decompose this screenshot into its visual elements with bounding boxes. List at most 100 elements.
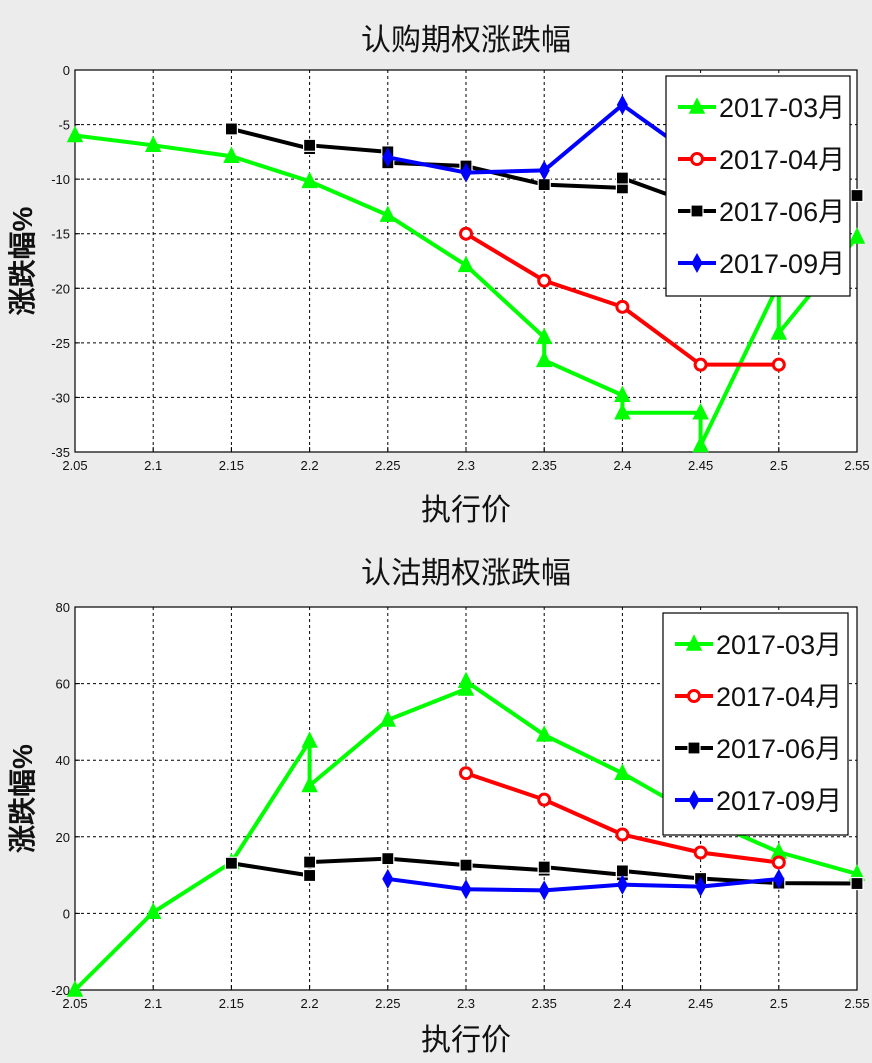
data-point: [615, 299, 630, 314]
data-point: [692, 403, 709, 420]
x-tick-label: 2.1: [144, 996, 162, 1011]
y-tick-label: 20: [56, 830, 70, 845]
x-tick-label: 2.1: [144, 458, 162, 473]
series-2017-03月: [66, 125, 866, 453]
data-point: [695, 876, 707, 897]
x-axis-label: 执行价: [421, 1024, 511, 1057]
x-tick-label: 2.4: [613, 458, 631, 473]
data-point: [66, 980, 84, 997]
y-tick-label: -20: [51, 983, 70, 998]
chart-title: 认沽期权涨跌幅: [361, 557, 571, 590]
y-tick-label: -35: [51, 445, 70, 460]
data-point: [537, 860, 551, 874]
axes-frame: [74, 606, 858, 991]
x-tick-label: 2.45: [688, 996, 713, 1011]
x-tick-label: 2.25: [375, 996, 400, 1011]
x-tick-label: 2.45: [688, 458, 713, 473]
legend-label: 2017-04月: [719, 145, 845, 175]
x-tick-label: 2.25: [375, 458, 400, 473]
x-tick-label: 2.3: [457, 458, 475, 473]
data-point: [144, 902, 162, 920]
data-point: [224, 856, 238, 870]
chart-2: 2.05 2.1 2.15 2.2 2.25 2.3 2.35 2.4 2.45 2.5 2.55 8…: [7, 557, 870, 1057]
data-point: [693, 357, 708, 372]
legend-label: 2017-04月: [716, 682, 842, 712]
data-point: [771, 855, 786, 870]
data-point: [379, 710, 397, 727]
legend-label: 2017-09月: [719, 249, 845, 279]
data-point: [770, 323, 788, 340]
data-point: [771, 357, 786, 372]
x-tick-label: 2.55: [844, 458, 869, 473]
x-tick-label: 2.4: [613, 996, 631, 1011]
x-tick-label: 2.3: [457, 996, 475, 1011]
chart-title: 认购期权涨跌幅: [361, 24, 571, 57]
x-tick-label: 2.55: [844, 996, 869, 1011]
x-axis-label: 执行价: [421, 494, 511, 527]
x-tick-label: 2.5: [770, 458, 788, 473]
legend-marker: [688, 97, 706, 114]
data-point: [223, 146, 240, 163]
data-point: [537, 792, 552, 807]
legend-marker: [687, 741, 701, 755]
y-tick-label: 40: [56, 753, 70, 768]
data-point: [535, 327, 553, 345]
data-point: [303, 138, 317, 152]
data-point: [692, 435, 709, 453]
legend-marker: [688, 789, 700, 811]
y-axis-label: 涨跌幅%: [7, 744, 38, 853]
y-tick-label: -20: [51, 281, 70, 296]
data-point: [460, 879, 472, 900]
data-point: [615, 171, 630, 185]
y-tick-label: -30: [51, 390, 70, 405]
legend-marker: [690, 204, 704, 218]
chart-1: 2.05 2.1 2.15 2.2 2.25 2.3 2.35 2.4 2.45 2.5 2.55 0…: [7, 24, 870, 527]
x-tick-label: 2.2: [301, 996, 319, 1011]
data-point: [382, 147, 394, 168]
y-tick-label: 0: [63, 906, 70, 921]
legend-label: 2017-03月: [716, 630, 842, 660]
x-tick-label: 2.5: [770, 996, 788, 1011]
data-point: [616, 94, 628, 115]
data-point: [538, 880, 550, 901]
x-tick-label: 2.15: [219, 996, 244, 1011]
data-point: [616, 874, 628, 895]
data-point: [615, 827, 630, 842]
data-point: [301, 171, 318, 189]
data-point: [303, 855, 317, 869]
legend-label: 2017-09月: [716, 786, 842, 816]
data-point: [459, 766, 473, 781]
y-axis-label: 涨跌幅%: [7, 206, 38, 315]
series-line: [387, 876, 779, 893]
data-point: [535, 350, 553, 368]
data-point: [614, 403, 631, 420]
axes-frame: [74, 69, 858, 453]
data-point: [382, 868, 394, 889]
y-tick-label: -10: [51, 172, 70, 187]
y-tick-label: -5: [58, 118, 70, 133]
legend-marker: [690, 152, 704, 166]
legend: 2017-03月 2017-04月 2017-06月 2017-09月: [662, 612, 849, 836]
series-2017-09月: [382, 868, 785, 901]
data-point: [850, 876, 864, 891]
x-tick-label: 2.35: [532, 996, 557, 1011]
data-point: [303, 868, 317, 883]
legend-label: 2017-03月: [719, 93, 845, 123]
data-point: [614, 763, 631, 780]
data-point: [224, 122, 238, 136]
x-tick-label: 2.15: [219, 458, 244, 473]
data-point: [301, 775, 318, 793]
x-tick-label: 2.35: [532, 458, 557, 473]
x-tick-label: 2.05: [62, 996, 87, 1011]
data-point: [614, 385, 631, 402]
series-2017-04月: [459, 226, 786, 372]
legend-label: 2017-06月: [716, 734, 842, 764]
y-tick-label: 80: [56, 600, 70, 615]
data-point: [144, 135, 162, 153]
data-point: [459, 858, 473, 872]
data-point: [457, 671, 475, 689]
y-tick-label: 60: [56, 677, 70, 692]
data-point: [848, 227, 866, 244]
series-2017-04月: [459, 766, 786, 870]
